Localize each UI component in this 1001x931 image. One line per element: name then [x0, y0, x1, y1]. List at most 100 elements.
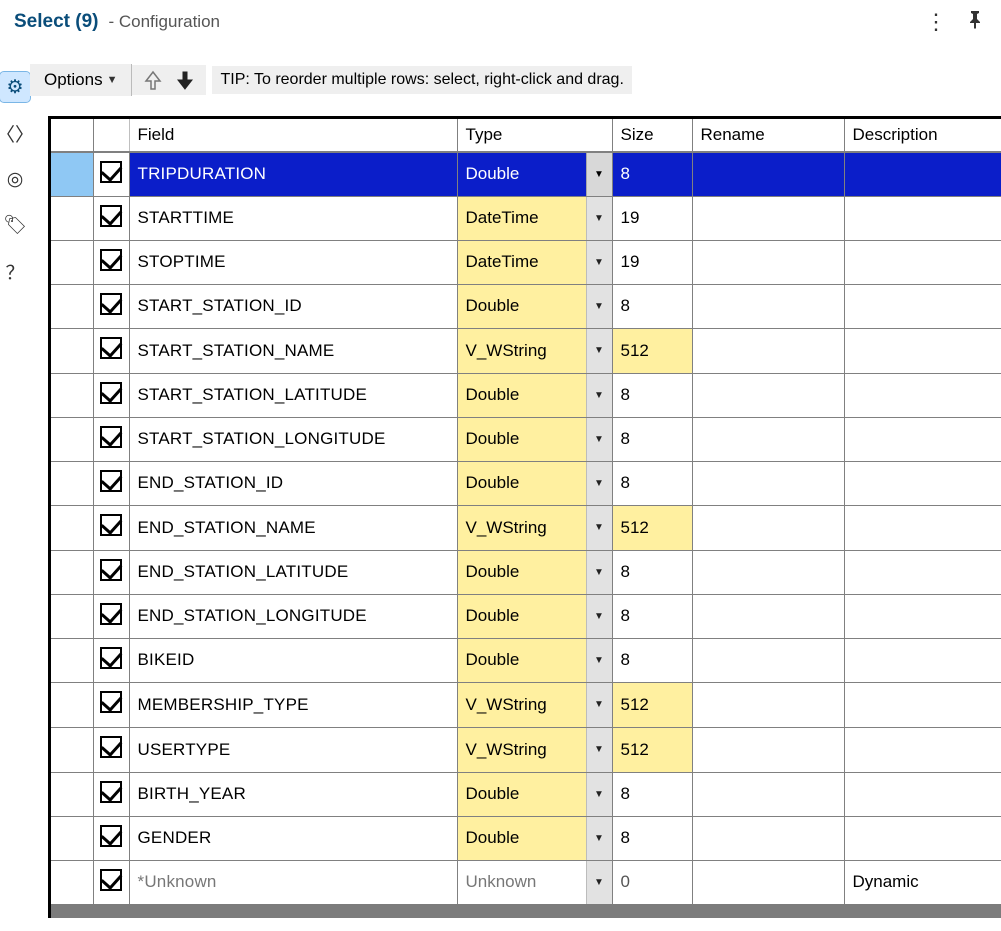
field-name-cell[interactable]: STOPTIME [129, 240, 457, 284]
row-selector[interactable] [51, 638, 93, 682]
row-selector[interactable] [51, 373, 93, 417]
tag-icon[interactable]: 🏷 [0, 210, 30, 240]
row-selector[interactable] [51, 594, 93, 638]
col-header-field[interactable]: Field [129, 119, 457, 152]
rename-cell[interactable] [692, 196, 844, 240]
rename-cell[interactable] [692, 816, 844, 860]
col-header-type[interactable]: Type [457, 119, 612, 152]
include-checkbox[interactable] [93, 328, 129, 373]
rename-cell[interactable] [692, 682, 844, 727]
size-cell[interactable]: 8 [612, 373, 692, 417]
type-cell[interactable]: Double▼ [457, 417, 612, 461]
size-cell[interactable]: 8 [612, 594, 692, 638]
col-header-description[interactable]: Description [844, 119, 1001, 152]
type-dropdown-button[interactable]: ▼ [586, 418, 612, 461]
rename-cell[interactable] [692, 461, 844, 505]
type-dropdown-button[interactable]: ▼ [586, 551, 612, 594]
include-checkbox[interactable] [93, 373, 129, 417]
check-header-blank[interactable] [93, 119, 129, 152]
description-cell[interactable] [844, 240, 1001, 284]
include-checkbox[interactable] [93, 550, 129, 594]
horizontal-scrollbar[interactable] [51, 904, 1001, 918]
table-row[interactable]: STARTTIMEDateTime▼19 [51, 196, 1001, 240]
field-name-cell[interactable]: START_STATION_LATITUDE [129, 373, 457, 417]
type-dropdown-button[interactable]: ▼ [586, 773, 612, 816]
table-row[interactable]: GENDERDouble▼8 [51, 816, 1001, 860]
include-checkbox[interactable] [93, 284, 129, 328]
include-checkbox[interactable] [93, 240, 129, 284]
size-cell[interactable]: 512 [612, 328, 692, 373]
field-name-cell[interactable]: GENDER [129, 816, 457, 860]
table-row[interactable]: *UnknownUnknown▼0Dynamic [51, 860, 1001, 904]
include-checkbox[interactable] [93, 461, 129, 505]
include-checkbox[interactable] [93, 638, 129, 682]
description-cell[interactable] [844, 505, 1001, 550]
include-checkbox[interactable] [93, 816, 129, 860]
table-row[interactable]: END_STATION_NAMEV_WString▼512 [51, 505, 1001, 550]
type-cell[interactable]: DateTime▼ [457, 240, 612, 284]
field-name-cell[interactable]: END_STATION_NAME [129, 505, 457, 550]
code-icon[interactable]: 〈〉 [0, 118, 30, 148]
size-cell[interactable]: 8 [612, 461, 692, 505]
move-down-button[interactable] [174, 69, 196, 91]
field-name-cell[interactable]: START_STATION_LONGITUDE [129, 417, 457, 461]
type-dropdown-button[interactable]: ▼ [586, 861, 612, 905]
table-row[interactable]: END_STATION_LONGITUDEDouble▼8 [51, 594, 1001, 638]
table-row[interactable]: START_STATION_NAMEV_WString▼512 [51, 328, 1001, 373]
type-dropdown-button[interactable]: ▼ [586, 285, 612, 328]
type-cell[interactable]: Unknown▼ [457, 860, 612, 904]
type-cell[interactable]: Double▼ [457, 772, 612, 816]
type-cell[interactable]: Double▼ [457, 461, 612, 505]
type-cell[interactable]: DateTime▼ [457, 196, 612, 240]
type-dropdown-button[interactable]: ▼ [586, 817, 612, 860]
field-name-cell[interactable]: *Unknown [129, 860, 457, 904]
type-cell[interactable]: V_WString▼ [457, 328, 612, 373]
options-dropdown-button[interactable]: Options ▼ [30, 64, 132, 96]
move-up-button[interactable] [142, 69, 164, 91]
rename-cell[interactable] [692, 240, 844, 284]
help-icon[interactable]: ？ [0, 256, 30, 286]
row-selector[interactable] [51, 550, 93, 594]
rename-cell[interactable] [692, 594, 844, 638]
table-row[interactable]: END_STATION_LATITUDEDouble▼8 [51, 550, 1001, 594]
description-cell[interactable] [844, 772, 1001, 816]
include-checkbox[interactable] [93, 682, 129, 727]
type-cell[interactable]: Double▼ [457, 373, 612, 417]
row-selector[interactable] [51, 240, 93, 284]
description-cell[interactable] [844, 417, 1001, 461]
size-cell[interactable]: 19 [612, 240, 692, 284]
row-header-blank[interactable] [51, 119, 93, 152]
row-selector[interactable] [51, 152, 93, 196]
size-cell[interactable]: 512 [612, 682, 692, 727]
type-dropdown-button[interactable]: ▼ [586, 374, 612, 417]
description-cell[interactable] [844, 594, 1001, 638]
size-cell[interactable]: 8 [612, 772, 692, 816]
include-checkbox[interactable] [93, 417, 129, 461]
row-selector[interactable] [51, 682, 93, 727]
table-row[interactable]: END_STATION_IDDouble▼8 [51, 461, 1001, 505]
size-cell[interactable]: 0 [612, 860, 692, 904]
rename-cell[interactable] [692, 328, 844, 373]
rename-cell[interactable] [692, 152, 844, 196]
table-row[interactable]: MEMBERSHIP_TYPEV_WString▼512 [51, 682, 1001, 727]
include-checkbox[interactable] [93, 505, 129, 550]
include-checkbox[interactable] [93, 727, 129, 772]
type-cell[interactable]: Double▼ [457, 816, 612, 860]
type-cell[interactable]: V_WString▼ [457, 727, 612, 772]
description-cell[interactable] [844, 638, 1001, 682]
include-checkbox[interactable] [93, 772, 129, 816]
type-cell[interactable]: Double▼ [457, 284, 612, 328]
row-selector[interactable] [51, 860, 93, 904]
field-name-cell[interactable]: USERTYPE [129, 727, 457, 772]
row-selector[interactable] [51, 417, 93, 461]
size-cell[interactable]: 8 [612, 638, 692, 682]
type-dropdown-button[interactable]: ▼ [586, 506, 612, 550]
col-header-rename[interactable]: Rename [692, 119, 844, 152]
include-checkbox[interactable] [93, 152, 129, 196]
include-checkbox[interactable] [93, 594, 129, 638]
rename-cell[interactable] [692, 505, 844, 550]
rename-cell[interactable] [692, 772, 844, 816]
type-dropdown-button[interactable]: ▼ [586, 153, 612, 196]
pin-icon[interactable] [965, 9, 985, 35]
description-cell[interactable] [844, 196, 1001, 240]
